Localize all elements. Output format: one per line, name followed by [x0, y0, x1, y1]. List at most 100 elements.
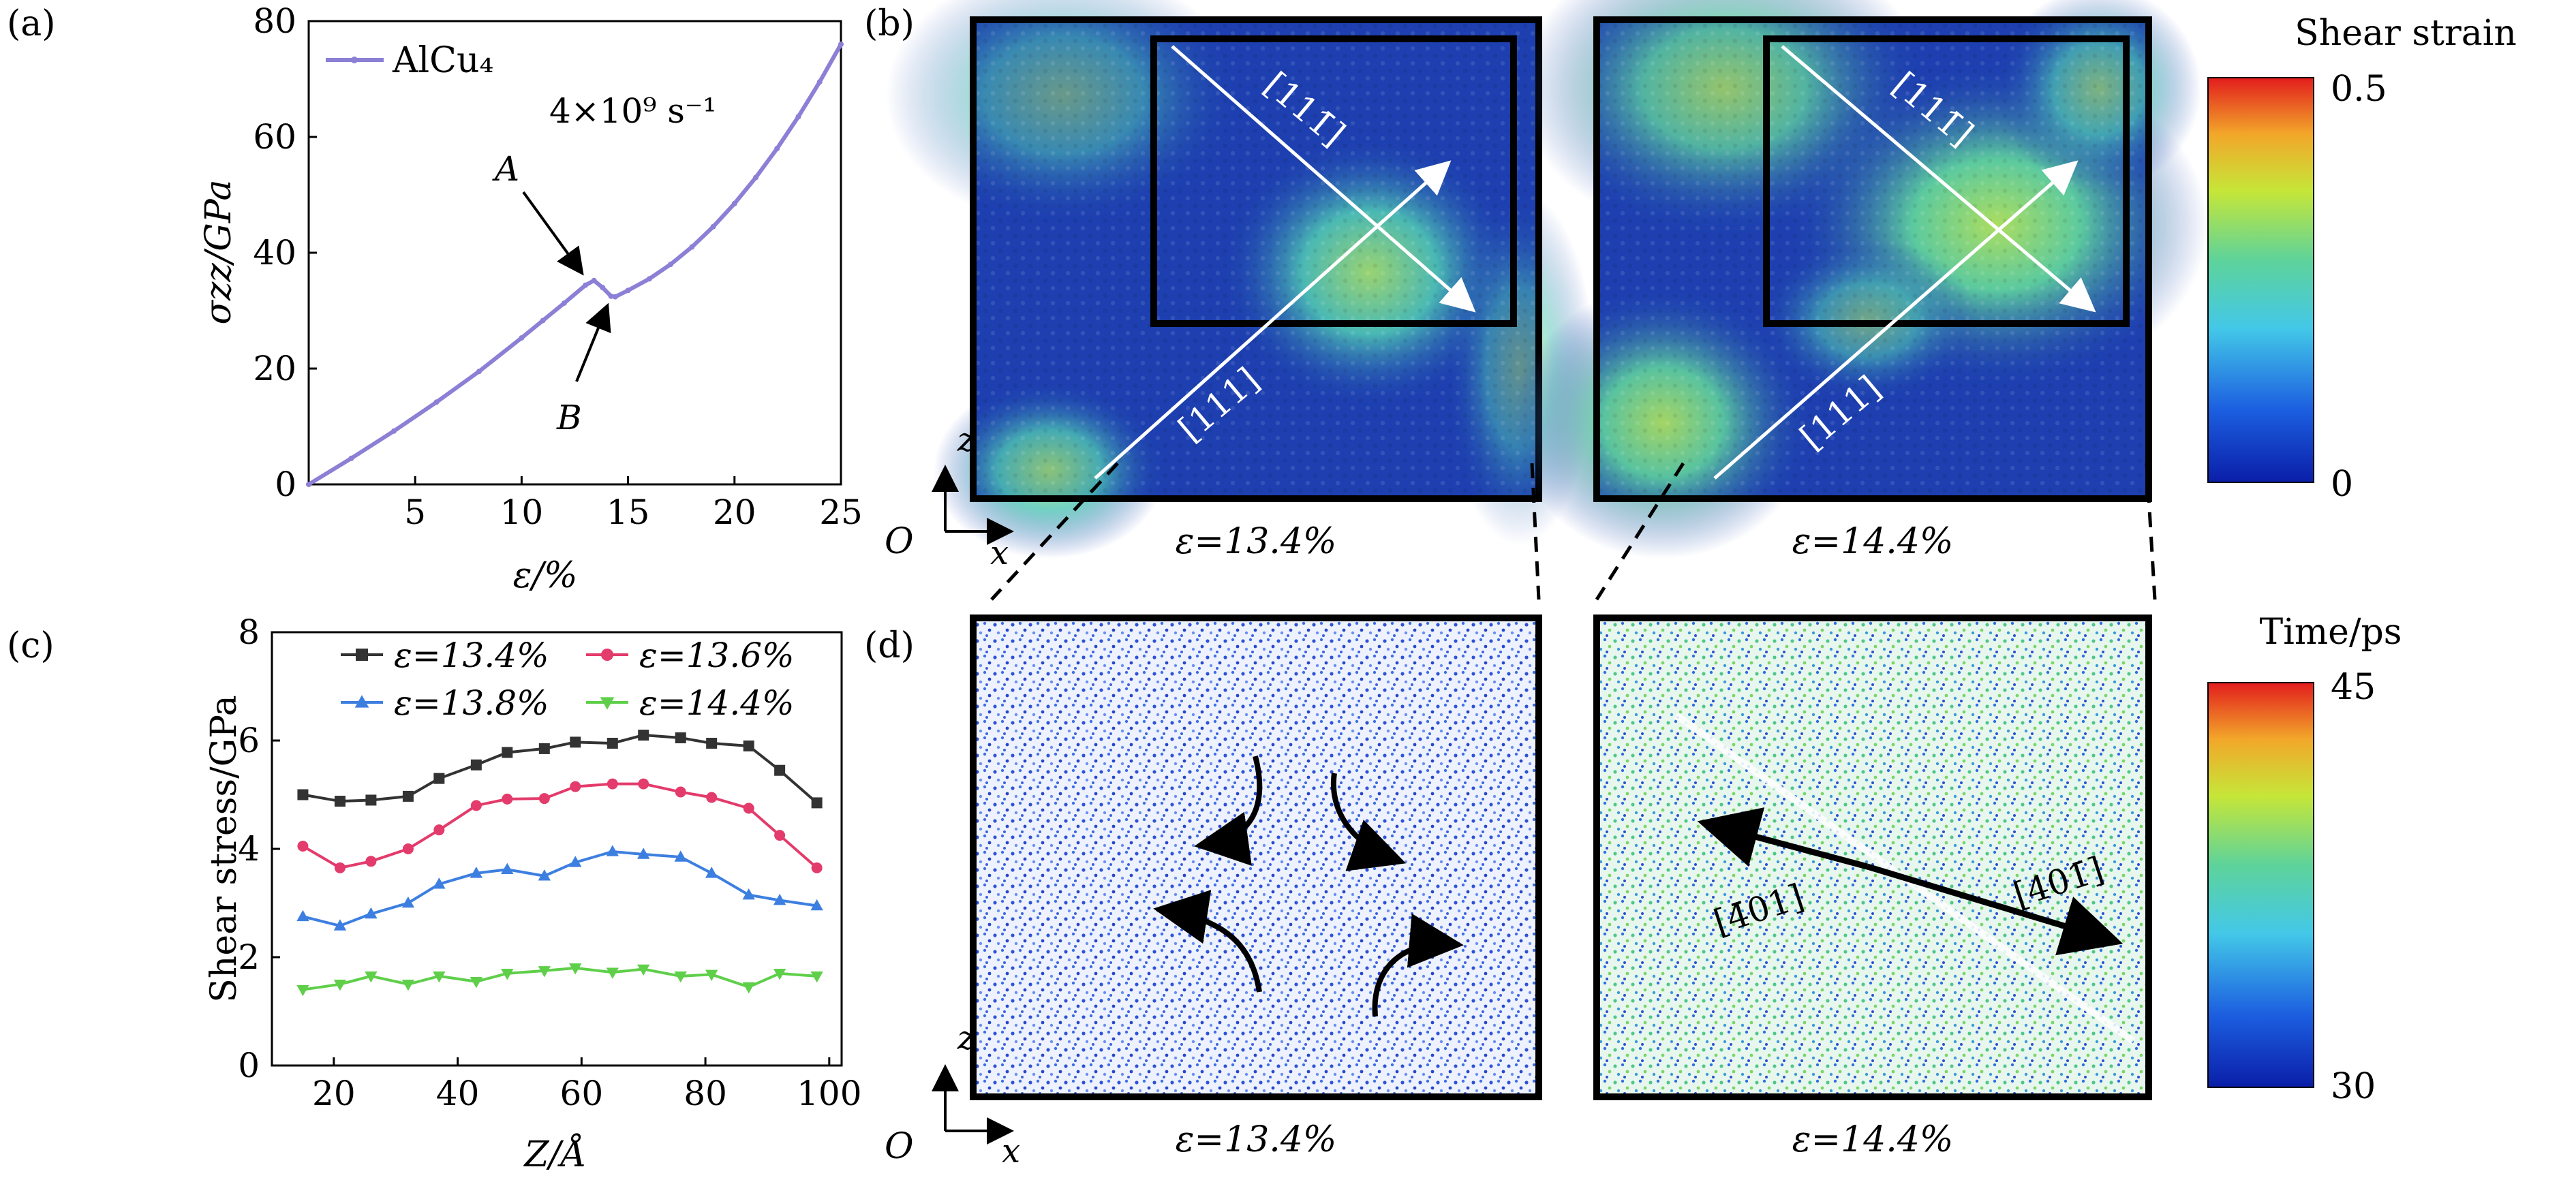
- data-point-series-3: [538, 966, 551, 978]
- colorbar-b-max: 0.5: [2331, 69, 2387, 110]
- panel-a-legend-label: AlCu₄: [392, 40, 493, 81]
- panel-a-series: [306, 42, 844, 487]
- data-point-series-0: [334, 796, 346, 807]
- data-point-alcu4: [816, 79, 823, 85]
- data-point-series-0: [502, 747, 513, 758]
- data-point-series-3: [773, 969, 786, 980]
- panel-c-ytick-label: 8: [238, 612, 260, 652]
- panel-a-ytick-label: 80: [253, 1, 296, 41]
- data-point-series-3: [705, 969, 718, 982]
- data-point-series-2: [773, 893, 786, 905]
- colorbar-shear-strain: Shear strain 0.5 0: [2207, 13, 2517, 505]
- colorbar-d-max: 45: [2331, 667, 2376, 708]
- data-point-series-1: [743, 803, 754, 814]
- legend-label-1: ε=13.6%: [639, 636, 795, 675]
- data-point-series-2: [606, 845, 619, 856]
- atom-map-left: [970, 615, 1542, 1100]
- data-point-series-2: [538, 869, 551, 881]
- axis-x-d: x: [1002, 1132, 1020, 1170]
- rotation-arrow-top-left: [1194, 756, 1263, 866]
- series-line-1: [302, 782, 818, 869]
- panel-c-xlabel: Z/Å: [523, 1133, 586, 1175]
- data-point-series-1: [811, 862, 823, 873]
- strain-label-left-b: ε=13.4%: [1176, 521, 1337, 562]
- data-point-alcu4: [583, 282, 589, 288]
- data-point-series-1: [774, 830, 786, 841]
- data-point-series-2: [401, 896, 415, 908]
- data-point-series-3: [674, 971, 687, 983]
- legend-marker-3: [600, 697, 615, 710]
- data-point-alcu4: [731, 200, 737, 206]
- legend-marker-0: [356, 649, 368, 661]
- data-point-series-2: [705, 867, 718, 878]
- data-point-series-0: [706, 737, 718, 749]
- legend-label-3: ε=14.4%: [639, 683, 795, 723]
- data-point-alcu4: [646, 276, 652, 282]
- data-point-series-3: [501, 969, 514, 980]
- data-point-alcu4: [753, 174, 759, 181]
- panel-a-rate-label: 4×10⁹ s⁻¹: [549, 91, 716, 131]
- data-point-series-0: [811, 797, 823, 809]
- data-point-alcu4: [625, 287, 631, 294]
- data-point-series-3: [401, 979, 415, 991]
- panel-c-ytick-label: 2: [238, 937, 260, 977]
- data-point-alcu4: [774, 146, 780, 151]
- legend-marker-alcu4: [351, 57, 358, 63]
- data-point-alcu4: [612, 294, 618, 300]
- panel-d: (d) [4̄01] [401̄] z x O ε=1: [864, 612, 2402, 1170]
- data-point-alcu4: [348, 455, 354, 461]
- panel-a-xtick-label: 25: [819, 493, 863, 532]
- panel-a-ytick-label: 20: [253, 349, 296, 388]
- panel-a-xlabel: ε/%: [513, 555, 578, 596]
- atom-map-right: [4̄01] [401̄]: [1593, 615, 2152, 1100]
- data-point-series-2: [637, 847, 650, 859]
- data-point-series-1: [470, 800, 482, 811]
- panel-a-ytick-label: 60: [253, 117, 296, 157]
- data-point-series-2: [674, 850, 687, 862]
- panel-c-ylabel: Shear stress/GPa: [204, 695, 245, 1003]
- data-point-series-3: [333, 979, 347, 991]
- panel-a-ticks: 5 10 15 20 25 0 20 40 60 80: [253, 1, 862, 532]
- data-point-series-3: [606, 967, 619, 979]
- data-point-series-0: [675, 732, 686, 744]
- series-line-0: [303, 734, 818, 804]
- axes-indicator-b: z x O: [885, 421, 1014, 572]
- panel-c-ytick-label: 6: [238, 721, 260, 760]
- data-point-series-2: [742, 888, 755, 900]
- zoom-box-right: [1763, 35, 2130, 327]
- panel-c-xtick-label: 80: [684, 1074, 727, 1113]
- direction-111-arrow-right: [1713, 160, 2079, 480]
- annotation-a: A: [492, 149, 519, 189]
- annotation-a-arrow: [522, 191, 584, 276]
- colorbar-b-title: Shear strain: [2295, 13, 2517, 54]
- data-point-series-0: [743, 740, 754, 751]
- legend-marker-1: [601, 649, 613, 661]
- strain-map-left: [111] [111̄]: [886, 0, 1595, 559]
- data-point-series-2: [433, 877, 446, 889]
- zoom-box-left: [1150, 35, 1517, 327]
- panel-a-xtick-label: 20: [713, 493, 756, 532]
- panel-a-letter: (a): [7, 3, 56, 44]
- rotation-arrow-top-right: [1330, 773, 1407, 871]
- data-point-series-2: [296, 909, 309, 922]
- data-point-series-0: [470, 759, 482, 771]
- data-point-alcu4: [838, 42, 844, 47]
- data-point-series-1: [502, 793, 513, 805]
- data-point-series-3: [742, 982, 755, 994]
- colorbar-time: Time/ps 45 30: [2207, 612, 2402, 1107]
- data-point-series-3: [365, 971, 378, 983]
- panel-c-letter: (c): [7, 625, 55, 666]
- colorbar-b-min: 0: [2331, 464, 2353, 505]
- axis-z-b: z: [957, 421, 975, 459]
- legend-label-2: ε=13.8%: [394, 683, 549, 723]
- panel-d-letter: (d): [864, 625, 915, 666]
- data-point-series-0: [570, 736, 581, 748]
- data-point-series-1: [607, 778, 618, 790]
- colorbar-d-title: Time/ps: [2260, 612, 2402, 653]
- axis-z-d: z: [957, 1019, 975, 1057]
- strain-label-right-b: ε=14.4%: [1792, 521, 1954, 562]
- legend-label-0: ε=13.4%: [394, 636, 549, 675]
- data-point-series-1: [570, 781, 581, 792]
- data-point-series-0: [433, 773, 445, 784]
- axes-indicator-d: z x O: [885, 1019, 1020, 1170]
